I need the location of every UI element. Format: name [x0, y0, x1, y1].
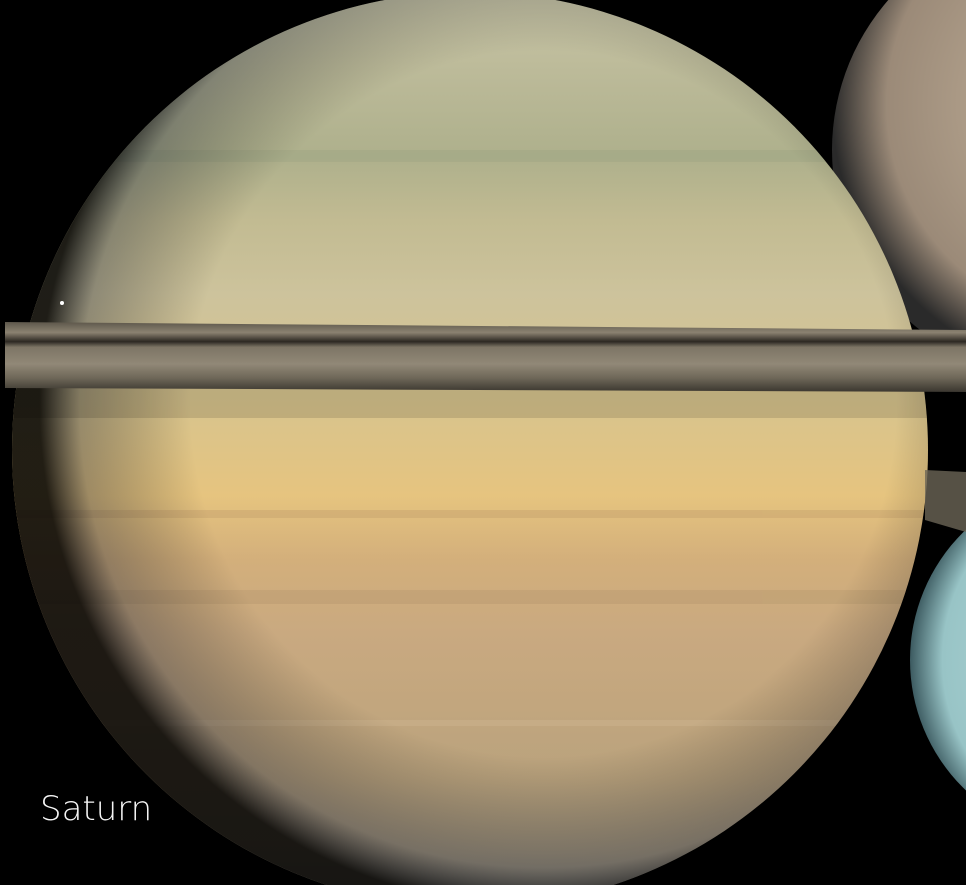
rings-far — [925, 470, 966, 532]
planet-label: Saturn — [40, 789, 152, 829]
rings — [5, 322, 966, 392]
uranus — [910, 529, 966, 791]
moon — [60, 301, 64, 305]
